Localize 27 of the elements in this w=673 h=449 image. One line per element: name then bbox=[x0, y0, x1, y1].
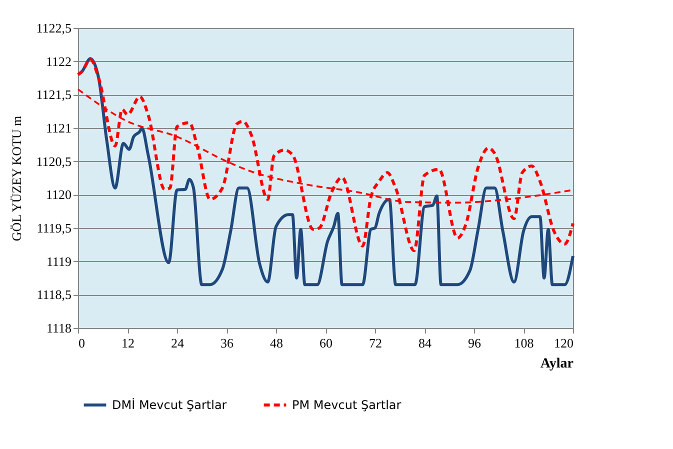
y-tick-label: 1121 bbox=[46, 120, 72, 136]
y-tick-label: 1122,5 bbox=[36, 20, 72, 36]
x-tick-label: 60 bbox=[320, 336, 332, 350]
x-tick-label: 24 bbox=[171, 336, 184, 350]
x-tick-label: 0 bbox=[78, 336, 85, 350]
x-tick-label: 36 bbox=[220, 336, 234, 350]
x-tick-label: 48 bbox=[270, 336, 283, 350]
line-series bbox=[76, 57, 574, 286]
y-axis-title: GÖL YÜZEY KOTU m bbox=[9, 116, 24, 242]
y-tick-label: 1118 bbox=[46, 320, 72, 336]
x-tick-label: 108 bbox=[514, 336, 534, 350]
legend-label: PM Mevcut Şartlar bbox=[292, 398, 402, 412]
x-axis-title: Aylar bbox=[540, 356, 574, 372]
legend-label: DMİ Mevcut Şartlar bbox=[112, 398, 227, 412]
x-tick-label: 96 bbox=[468, 336, 482, 350]
y-tick-label: 1120,5 bbox=[36, 154, 72, 169]
line-series bbox=[76, 58, 574, 252]
y-tick-label: 1119,5 bbox=[36, 220, 72, 236]
y-tick-label: 1118,5 bbox=[36, 287, 72, 302]
y-tick-label: 1121,5 bbox=[36, 87, 72, 102]
y-tick-label: 1119 bbox=[46, 254, 72, 269]
x-tick-label: 72 bbox=[369, 336, 382, 350]
x-tick-label: 12 bbox=[122, 336, 134, 350]
y-tick-label: 1122 bbox=[46, 54, 72, 69]
x-tick-label: 120 bbox=[554, 336, 574, 350]
y-tick-label: 1120 bbox=[46, 187, 72, 202]
x-tick-label: 84 bbox=[418, 336, 432, 350]
